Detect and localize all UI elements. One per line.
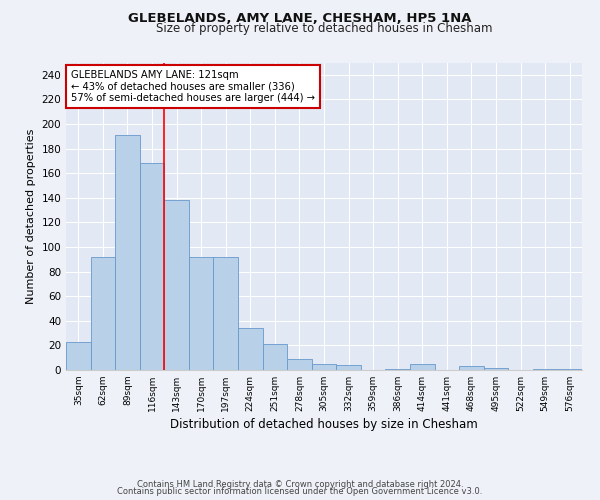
Text: GLEBELANDS, AMY LANE, CHESHAM, HP5 1NA: GLEBELANDS, AMY LANE, CHESHAM, HP5 1NA [128, 12, 472, 26]
Y-axis label: Number of detached properties: Number of detached properties [26, 128, 36, 304]
Bar [533, 369, 557, 370]
Text: Contains HM Land Registry data © Crown copyright and database right 2024.: Contains HM Land Registry data © Crown c… [137, 480, 463, 489]
X-axis label: Distribution of detached houses by size in Chesham: Distribution of detached houses by size … [170, 418, 478, 431]
Bar [459, 366, 484, 370]
Bar [214, 257, 238, 370]
Bar [336, 365, 361, 370]
Bar [410, 364, 434, 370]
Text: GLEBELANDS AMY LANE: 121sqm
← 43% of detached houses are smaller (336)
57% of se: GLEBELANDS AMY LANE: 121sqm ← 43% of det… [71, 70, 315, 103]
Bar [238, 328, 263, 370]
Bar [66, 342, 91, 370]
Bar [164, 200, 189, 370]
Bar [287, 359, 312, 370]
Bar [140, 164, 164, 370]
Bar [91, 257, 115, 370]
Bar [484, 368, 508, 370]
Bar [189, 257, 214, 370]
Bar [557, 369, 582, 370]
Bar [115, 135, 140, 370]
Title: Size of property relative to detached houses in Chesham: Size of property relative to detached ho… [156, 22, 492, 35]
Bar [263, 344, 287, 370]
Text: Contains public sector information licensed under the Open Government Licence v3: Contains public sector information licen… [118, 487, 482, 496]
Bar [385, 369, 410, 370]
Bar [312, 364, 336, 370]
